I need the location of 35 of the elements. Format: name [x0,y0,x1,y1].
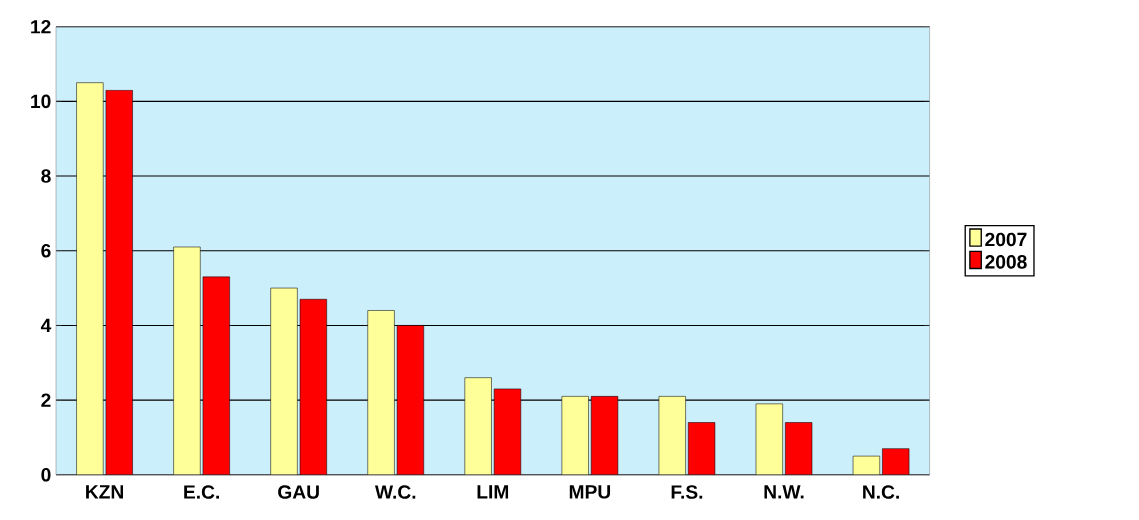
y-tick-label: 6 [41,243,51,258]
y-tick-label: 2 [41,393,51,407]
bar [76,82,104,475]
bar [658,396,686,475]
x-tick-label: N.C. [863,485,899,499]
x-tick-label: W.C. [374,485,416,499]
y-tick-label: 12 [31,19,51,34]
legend-label: 2007 [985,232,1027,247]
bar [882,448,910,475]
y-tick-label: 8 [41,169,51,183]
x-tick-label: LIM [477,485,509,499]
legend-label: 2008 [985,255,1027,269]
x-tick-label: F.S. [671,485,703,499]
x-tick-label: E.C. [184,485,219,499]
x-tick-label: N.W. [764,485,804,499]
bar [299,298,327,475]
x-tick-label: MPU [569,485,611,499]
bar [561,396,589,475]
bar [755,403,783,475]
bar [785,422,813,475]
bar [396,325,425,475]
y-tick-label: 4 [40,318,52,332]
bar [590,396,619,475]
bar [367,310,395,475]
bar [270,287,298,475]
x-tick-label: GAU [278,485,319,499]
bar [493,388,522,475]
bar [173,246,201,475]
bar [105,89,133,475]
y-tick-label: 0 [41,467,51,482]
x-tick-label: KZN [86,485,123,499]
y-tick-label: 10 [31,94,51,109]
bar [464,377,492,475]
bar [202,276,230,475]
bar [688,422,716,475]
